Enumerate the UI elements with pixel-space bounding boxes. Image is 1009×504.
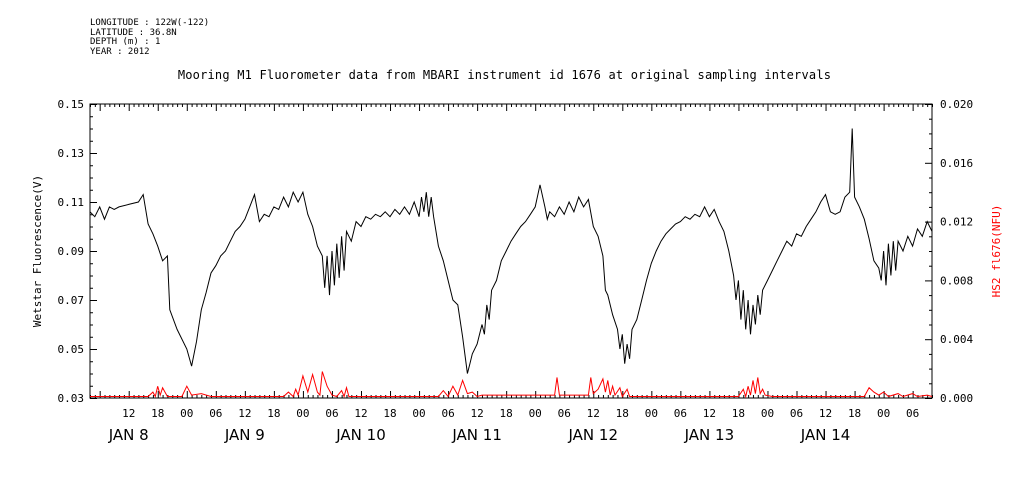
y2-tick-label: 0.016 (940, 157, 973, 170)
y-tick-label: 0.05 (58, 343, 85, 356)
hs2-fl676-line (90, 371, 933, 399)
left-y-axis-ticks: 0.03 0.05 0.07 0.09 0.11 0.13 0.15 (58, 98, 97, 405)
x-tick-label: 06 (441, 407, 454, 420)
x-day-label: JAN 12 (568, 426, 619, 444)
x-tick-label: 00 (412, 407, 425, 420)
x-day-label: JAN 8 (108, 426, 149, 444)
y-tick-label: 0.13 (58, 147, 85, 160)
x-tick-label: 12 (471, 407, 484, 420)
right-y-axis-label: HS2 fl676(NFU) (990, 205, 1003, 298)
x-tick-label: 18 (616, 407, 629, 420)
y2-tick-label: 0.000 (940, 392, 973, 405)
plot-frame (89, 103, 933, 399)
x-tick-label: 12 (819, 407, 832, 420)
x-day-label: JAN 10 (335, 426, 386, 444)
longitude-text: LONGITUDE : 122W(-122) (90, 18, 210, 28)
y-tick-label: 0.07 (58, 294, 85, 307)
x-axis-ticks: 12 18 00 06 12 18 00 06 12 18 00 06 12 18 00 06 12 18 00 06… (90, 104, 933, 444)
x-tick-label: 06 (209, 407, 222, 420)
wetstar-fluorescence-line (89, 128, 933, 374)
x-tick-label: 00 (761, 407, 774, 420)
y-tick-label: 0.11 (58, 196, 85, 209)
latitude-text: LATITUDE : 36.8N (90, 27, 177, 38)
x-tick-label: 06 (558, 407, 571, 420)
y2-tick-label: 0.008 (940, 274, 973, 287)
x-tick-label: 18 (732, 407, 745, 420)
x-tick-label: 00 (877, 407, 890, 420)
y-tick-label: 0.03 (58, 392, 85, 405)
left-y-axis-label: Wetstar Fluorescence(V) (31, 175, 44, 327)
y-tick-label: 0.15 (58, 98, 85, 111)
x-tick-label: 12 (122, 407, 135, 420)
x-tick-label: 00 (180, 407, 193, 420)
x-tick-label: 12 (587, 407, 600, 420)
x-tick-label: 06 (674, 407, 687, 420)
year-text: YEAR : 2012 (90, 46, 150, 57)
x-tick-label: 18 (151, 407, 164, 420)
x-day-label: JAN 9 (224, 426, 265, 444)
x-tick-label: 06 (790, 407, 803, 420)
metadata-block: LONGITUDE : 122W(-122) LATITUDE : 36.8N … (90, 18, 210, 57)
x-tick-label: 12 (703, 407, 716, 420)
x-tick-label: 00 (529, 407, 542, 420)
depth-text: DEPTH (m) : 1 (90, 37, 161, 47)
x-day-label: JAN 13 (684, 426, 735, 444)
x-tick-label: 18 (848, 407, 861, 420)
x-tick-label: 06 (325, 407, 338, 420)
x-tick-label: 12 (354, 407, 367, 420)
y2-tick-label: 0.012 (940, 216, 973, 229)
x-tick-label: 12 (238, 407, 251, 420)
chart-title: Mooring M1 Fluorometer data from MBARI i… (177, 68, 832, 82)
series-lines (89, 128, 933, 399)
y-tick-label: 0.09 (58, 245, 85, 258)
x-tick-label: 00 (645, 407, 658, 420)
right-y-axis-ticks: 0.000 0.004 0.008 0.012 0.016 0.020 (925, 98, 973, 405)
x-day-label: JAN 11 (451, 426, 502, 444)
x-tick-label: 06 (906, 407, 919, 420)
x-day-label: JAN 14 (800, 426, 851, 444)
y2-tick-label: 0.020 (940, 98, 973, 111)
x-tick-label: 18 (267, 407, 280, 420)
x-tick-label: 00 (296, 407, 309, 420)
x-tick-label: 18 (383, 407, 396, 420)
x-tick-label: 18 (500, 407, 513, 420)
y2-tick-label: 0.004 (940, 333, 973, 346)
